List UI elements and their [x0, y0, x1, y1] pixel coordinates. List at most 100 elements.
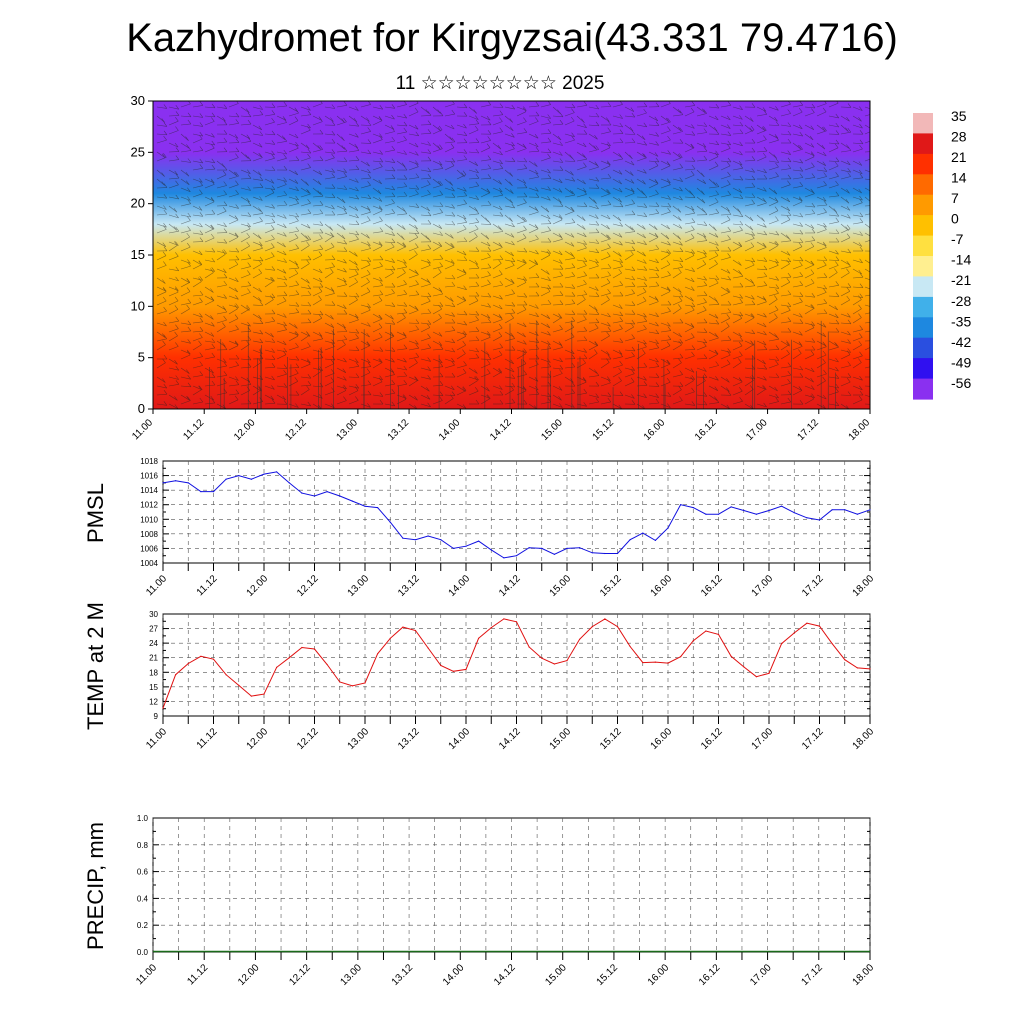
data-point — [200, 491, 202, 493]
y-tick-label: 15 — [149, 683, 158, 692]
x-tick-label: 13.00 — [335, 417, 361, 443]
x-tick-label: 14.12 — [497, 573, 523, 599]
x-tick-label: 15.12 — [598, 726, 624, 752]
x-tick-label: 13.12 — [396, 573, 422, 599]
y-tick-label: 1008 — [140, 530, 158, 539]
data-point — [465, 668, 467, 671]
colorbar-swatch — [913, 296, 933, 318]
y-tick-label: 20 — [131, 196, 145, 211]
x-tick-label: 11.00 — [144, 726, 169, 751]
x-tick-label: 17.00 — [750, 726, 776, 752]
data-point — [276, 471, 278, 473]
colorbar-label: 35 — [951, 108, 967, 124]
data-point — [793, 632, 795, 634]
x-tick-label: 14.00 — [441, 962, 467, 988]
colorbar-label: -14 — [951, 252, 971, 268]
data-point — [553, 553, 556, 555]
data-point — [351, 500, 353, 502]
x-tick-label: 14.00 — [437, 417, 463, 443]
colorbar-label: 14 — [951, 170, 967, 186]
data-point — [490, 549, 492, 551]
x-tick-label: 12.12 — [295, 726, 321, 752]
x-tick-label: 11.00 — [130, 417, 155, 442]
colorbar-label: -56 — [951, 375, 971, 391]
data-point — [212, 658, 215, 660]
x-tick-label: 18.00 — [851, 573, 877, 599]
y-tick-label: 0.2 — [137, 921, 149, 930]
data-point — [667, 662, 669, 664]
x-tick-label: 14.00 — [447, 726, 473, 752]
x-tick-label: 17.12 — [800, 726, 826, 752]
colorbar-label: -21 — [951, 272, 971, 288]
x-tick-label: 11.00 — [144, 573, 169, 598]
data-point — [175, 480, 177, 482]
data-point — [250, 695, 252, 697]
x-tick-label: 12.00 — [236, 962, 262, 988]
x-tick-label: 12.12 — [283, 417, 309, 443]
data-point — [263, 473, 265, 475]
data-point — [427, 647, 429, 649]
data-point — [692, 507, 694, 509]
colorbar: 35 28 21 14 7 0 -7 -14 -21 -28 -35 -42 -49 -56 — [913, 108, 971, 400]
data-point — [465, 545, 467, 547]
colorbar-swatch — [913, 235, 933, 257]
x-tick-label: 14.12 — [497, 726, 523, 752]
x-tick-label: 11.12 — [195, 573, 220, 598]
x-tick-label: 16.12 — [699, 726, 725, 752]
x-tick-label: 13.00 — [346, 726, 372, 752]
x-tick-label: 13.12 — [386, 417, 412, 443]
data-point — [225, 674, 227, 676]
y-tick-label: 27 — [149, 625, 158, 634]
data-point — [503, 557, 505, 559]
data-point — [339, 681, 341, 683]
surface-streaks — [209, 320, 836, 409]
data-point — [414, 629, 417, 632]
data-point — [301, 492, 303, 494]
x-tick-label: 12.00 — [232, 417, 258, 443]
colorbar-swatch — [913, 113, 933, 134]
data-point — [680, 504, 682, 506]
data-point — [326, 663, 328, 666]
x-tick-label: 15.00 — [548, 726, 574, 752]
x-tick-label: 12.12 — [295, 573, 321, 599]
data-point — [238, 684, 240, 687]
grid — [162, 614, 871, 716]
y-tick-label: 0.6 — [137, 868, 149, 877]
data-point — [351, 685, 353, 687]
data-point — [541, 547, 543, 550]
data-point — [364, 682, 366, 684]
data-point — [541, 657, 543, 659]
x-tick-label: 18.00 — [847, 417, 873, 443]
y-tick-label: 1010 — [140, 515, 158, 524]
data-point — [162, 482, 164, 484]
data-point — [175, 674, 177, 676]
data-point — [528, 547, 530, 549]
y-tick-label: 30 — [149, 610, 158, 619]
y-tick-label: 25 — [131, 144, 145, 159]
x-tick-label: 18.00 — [851, 962, 877, 988]
data-point — [452, 670, 454, 672]
data-point — [515, 555, 518, 557]
precip-panel: 0.0 0.2 0.4 0.6 0.8 1.0 11.00 11.12 12.00 12.12 13… — [83, 814, 876, 988]
data-point — [288, 482, 290, 484]
x-tick-label: 14.00 — [447, 573, 473, 599]
data-point — [869, 509, 871, 511]
x-tick-label: 11.12 — [181, 417, 206, 442]
data-point — [225, 478, 227, 480]
grid — [162, 461, 871, 563]
x-tick-label: 17.00 — [748, 962, 774, 988]
data-point — [692, 640, 694, 642]
data-point — [629, 539, 631, 541]
chart-subtitle: 11 ☆☆☆☆☆☆☆☆ 2025 — [395, 73, 605, 94]
x-tick-label: 11.12 — [185, 962, 210, 987]
data-point — [743, 509, 745, 512]
y-tick-label: 0.0 — [137, 948, 149, 957]
colorbar-swatch — [913, 317, 933, 339]
colorbar-swatch — [913, 256, 933, 277]
data-point — [212, 491, 215, 493]
colorbar-label: 7 — [951, 190, 959, 206]
data-point — [313, 648, 316, 650]
x-tick-label: 17.12 — [799, 962, 825, 988]
x-tick-label: 18.00 — [851, 726, 877, 752]
x-tick-label: 13.12 — [390, 962, 416, 988]
